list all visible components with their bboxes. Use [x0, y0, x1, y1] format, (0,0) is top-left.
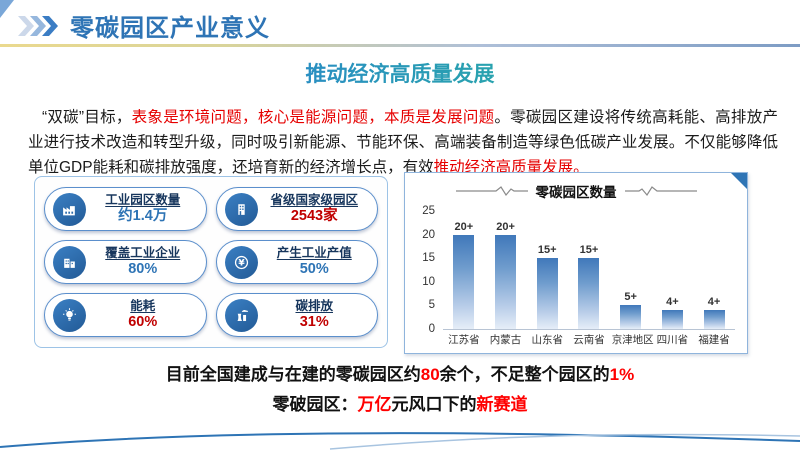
- stat-value: 60%: [128, 313, 158, 330]
- stat-value: 约1.4万: [118, 207, 168, 224]
- stats-card: 工业园区数量 约1.4万 省级国家级园区 2543家 覆盖工业企业 80%: [34, 176, 388, 348]
- header-divider: [0, 44, 800, 47]
- bar-value-label: 15+: [537, 244, 557, 257]
- text-segment: 1%: [609, 365, 635, 384]
- bottom-wave-decoration: [0, 432, 800, 450]
- power-plant-icon: [224, 298, 258, 332]
- bar-group: 15+: [528, 211, 566, 329]
- stat-industrial-parks: 工业园区数量 约1.4万: [44, 187, 207, 231]
- bar-value-label: 5+: [624, 291, 637, 304]
- bar-group: 15+: [570, 211, 608, 329]
- bar-value-label: 20+: [454, 220, 474, 233]
- text-segment: 表象是环境问题，核心是能源问题，本质是发展问题: [131, 108, 495, 126]
- bulb-icon: [53, 298, 86, 332]
- bar: [661, 310, 683, 329]
- stat-text: 能耗 60%: [86, 299, 200, 331]
- y-tick-label: 10: [422, 275, 435, 288]
- bar: [703, 310, 725, 329]
- pulse-line-icon: [455, 186, 528, 197]
- x-tick-label: 山东省: [531, 334, 564, 346]
- stat-label: 产生工业产值: [276, 245, 352, 260]
- x-tick-label: 福建省: [698, 334, 730, 346]
- triple-chevron-icon: [18, 15, 58, 36]
- bar: [495, 234, 517, 329]
- footer-line-2: 零破园区：万亿元风口下的新赛道: [0, 390, 800, 415]
- text-segment: 余个，不足整个园区的: [439, 365, 610, 384]
- stat-provincial-parks: 省级国家级园区 2543家: [215, 187, 378, 231]
- svg-text:¥: ¥: [238, 258, 245, 268]
- yuan-icon: ¥: [224, 245, 258, 279]
- text-segment: 。零碳园区建设将传统高耗能、高排放产业进行技术改造和转型升级，同时吸引新能源、节…: [28, 108, 778, 176]
- body-paragraph: “双碳”目标，表象是环境问题，核心是能源问题，本质是发展问题。零碳园区建设将传统…: [28, 105, 778, 180]
- bar-group: 20+: [445, 211, 483, 329]
- bar-group: 5+: [612, 211, 650, 329]
- x-axis: 江苏省 内蒙古 山东省 云南省 京津地区 四川省 福建省: [443, 332, 735, 347]
- chart-title-row: 零碳园区数量: [405, 181, 747, 201]
- x-tick-label: 京津地区: [611, 334, 654, 346]
- x-tick-label: 四川省: [656, 334, 689, 346]
- y-tick-label: 15: [422, 252, 435, 265]
- bar-value-label: 4+: [666, 296, 679, 309]
- bar: [620, 305, 642, 329]
- stat-label: 碳排放: [295, 298, 333, 313]
- stat-text: 碳排放 31%: [258, 299, 372, 331]
- slide-header: 零碳园区产业意义: [16, 8, 270, 43]
- stat-text: 工业园区数量 约1.4万: [86, 193, 200, 225]
- text-segment: “双碳”目标，: [41, 108, 132, 126]
- text-segment: 新赛道: [476, 395, 528, 414]
- y-tick-label: 0: [428, 323, 435, 335]
- stat-enterprise-coverage: 覆盖工业企业 80%: [44, 240, 207, 284]
- text-segment: 元风口下的: [391, 395, 477, 414]
- bar: [536, 258, 558, 329]
- text-segment: 零破园区：: [272, 395, 358, 414]
- x-tick-label: 江苏省: [448, 334, 480, 346]
- stat-energy-consumption: 能耗 60%: [44, 293, 207, 337]
- bar-chart: 0 5 10 15 20 25 20+ 20+ 15+ 15+ 5+ 4+ 4+ 江苏省 内蒙古 山东省云…: [417, 205, 735, 346]
- stat-value: 80%: [128, 260, 158, 277]
- stat-label: 覆盖工业企业: [105, 245, 181, 260]
- corner-fold-icon: [731, 173, 747, 189]
- bar-value-label: 4+: [707, 296, 721, 309]
- text-segment: 万亿: [357, 395, 392, 414]
- stat-carbon-emission: 碳排放 31%: [215, 293, 378, 337]
- stat-text: 省级国家级园区 2543家: [258, 193, 372, 225]
- bar-value-label: 20+: [496, 220, 515, 233]
- y-axis: 0 5 10 15 20 25: [417, 205, 437, 335]
- stat-value: 31%: [299, 313, 329, 330]
- bar: [453, 234, 475, 329]
- text-segment: 目前全国建成与在建的零碳园区约: [165, 365, 421, 384]
- bar-group: 4+: [653, 211, 691, 329]
- text-segment: 80: [420, 365, 440, 384]
- stat-label: 省级国家级园区: [270, 192, 358, 207]
- y-tick-label: 25: [422, 205, 435, 217]
- bar-group: 4+: [695, 211, 733, 329]
- x-tick-label: 云南省: [573, 334, 605, 346]
- stat-value: 50%: [299, 260, 329, 277]
- footer-line-1: 目前全国建成与在建的零碳园区约80余个，不足整个园区的1%: [0, 360, 800, 385]
- enterprise-icon: [53, 245, 86, 279]
- plot-area: 20+ 20+ 15+ 15+ 5+ 4+ 4+: [443, 211, 735, 330]
- chart-card: 零碳园区数量 0 5 10 15 20 25 20+ 20+ 15+ 15+ 5+ 4+ 4+ 江苏省…: [404, 172, 748, 354]
- x-tick-label: 内蒙古: [489, 334, 522, 346]
- factory-icon: [53, 192, 86, 226]
- stat-industrial-output: ¥ 产生工业产值 50%: [215, 240, 378, 284]
- corner-accent: [0, 0, 14, 18]
- y-tick-label: 20: [422, 228, 435, 241]
- page-title: 零碳园区产业意义: [70, 15, 270, 42]
- section-heading: 推动经济高质量发展: [0, 58, 800, 88]
- bar: [578, 258, 600, 329]
- pulse-line-icon: [624, 186, 697, 197]
- bar-group: 20+: [487, 211, 525, 329]
- stat-value: 2543家: [290, 207, 338, 224]
- y-tick-label: 5: [428, 299, 435, 312]
- stat-label: 能耗: [130, 298, 156, 313]
- chart-title: 零碳园区数量: [535, 185, 617, 200]
- bar-value-label: 15+: [579, 244, 599, 257]
- stat-label: 工业园区数量: [105, 192, 181, 207]
- stat-text: 覆盖工业企业 80%: [86, 246, 200, 278]
- stat-text: 产生工业产值 50%: [258, 246, 372, 278]
- government-building-icon: [224, 192, 258, 226]
- text-segment: 推动经济高质量发展。: [433, 158, 589, 176]
